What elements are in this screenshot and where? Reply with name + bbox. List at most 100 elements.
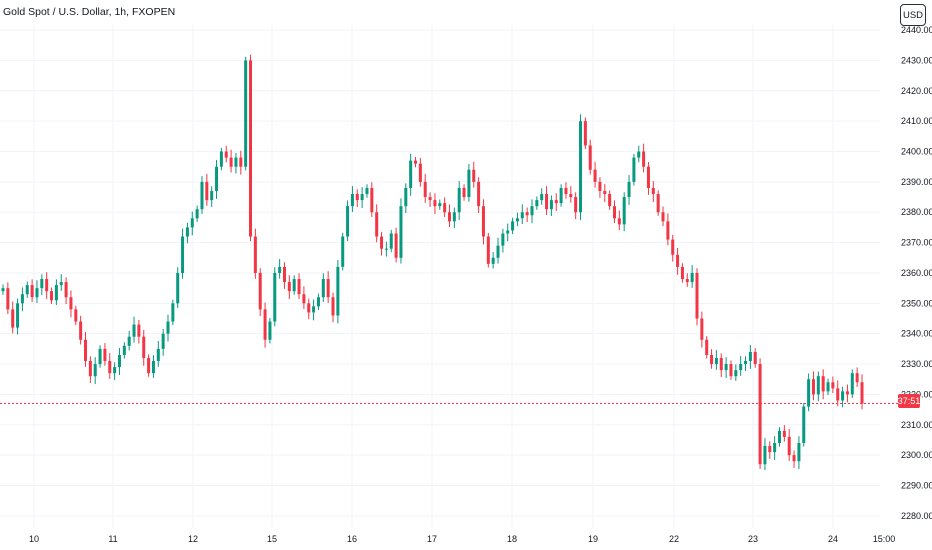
price-tick-label: 2290.00 xyxy=(901,480,932,490)
candle xyxy=(627,175,631,205)
symbol-title: Gold Spot / U.S. Dollar, 1h, FXOPEN xyxy=(3,6,176,18)
candle-body xyxy=(389,233,393,249)
candle-body xyxy=(787,436,791,456)
candle xyxy=(841,386,845,408)
candle xyxy=(20,287,24,312)
price-tick-label: 2370.00 xyxy=(901,238,932,248)
candle-body xyxy=(161,333,165,349)
candle-body xyxy=(656,194,660,213)
candle-body xyxy=(535,200,539,207)
candle-body xyxy=(215,166,219,191)
candle-body xyxy=(350,194,354,207)
candle-body xyxy=(156,348,160,362)
price-tick-label: 2390.00 xyxy=(901,177,932,187)
candle-body xyxy=(190,218,194,228)
price-axis[interactable]: 2280.002290.002300.002310.002320.002330.… xyxy=(901,25,932,521)
candle-body xyxy=(200,181,204,210)
candle-body xyxy=(792,455,796,462)
candle-body xyxy=(137,324,141,337)
candle xyxy=(729,360,733,380)
candle xyxy=(321,273,325,302)
candle xyxy=(132,316,136,343)
candle-body xyxy=(520,212,524,219)
candle xyxy=(200,176,204,214)
candle-body xyxy=(462,187,466,198)
candle xyxy=(700,311,704,348)
candle-body xyxy=(219,151,223,167)
candle xyxy=(273,267,277,327)
candle-body xyxy=(20,294,24,304)
candle xyxy=(831,376,835,394)
candle-body xyxy=(54,285,58,301)
candle xyxy=(341,232,345,271)
candle xyxy=(472,161,476,188)
candle xyxy=(612,200,616,224)
candle-body xyxy=(705,339,709,355)
candle xyxy=(642,143,646,173)
time-axis[interactable]: 10 11 12 15 16 17 18 19 22 23 24 15:00 xyxy=(29,534,895,544)
candle-body xyxy=(103,348,107,362)
candle xyxy=(651,181,655,202)
candle-body xyxy=(768,446,772,453)
candle-body xyxy=(525,212,529,216)
candle xyxy=(117,348,121,375)
candle-body xyxy=(331,297,335,316)
candle xyxy=(74,305,78,326)
candle-body xyxy=(1,288,5,292)
candle xyxy=(695,268,699,326)
candle xyxy=(457,181,461,221)
candle-body xyxy=(452,212,456,222)
candle-body xyxy=(69,297,73,310)
time-tick-label: 16 xyxy=(347,534,357,544)
candle-body xyxy=(515,218,519,222)
time-tick-label: 17 xyxy=(427,534,437,544)
candle-body xyxy=(16,303,20,328)
candle xyxy=(598,177,602,198)
candle xyxy=(6,282,10,315)
candle-body xyxy=(603,190,607,195)
price-tick-label: 2380.00 xyxy=(901,207,932,217)
candle xyxy=(622,192,626,232)
candle-body xyxy=(545,194,549,210)
currency-button[interactable]: USD xyxy=(900,4,926,26)
candle xyxy=(50,287,54,304)
candle-body xyxy=(11,309,15,328)
candle-body xyxy=(428,197,432,201)
candle xyxy=(302,286,306,310)
candle-body xyxy=(404,187,408,207)
candle-body xyxy=(147,357,151,374)
candle-body xyxy=(45,279,49,292)
candle xyxy=(215,159,219,199)
candle xyxy=(855,367,859,387)
candle xyxy=(45,272,49,300)
candle-body xyxy=(117,354,121,368)
current-price-tag: 37:51 xyxy=(897,394,921,408)
candle-body xyxy=(83,339,88,362)
candle xyxy=(282,262,286,289)
price-tick-label: 2400.00 xyxy=(901,147,932,157)
candle xyxy=(234,152,238,174)
candle-body xyxy=(588,145,592,170)
time-tick-label: 12 xyxy=(188,534,198,544)
candle xyxy=(845,384,849,403)
candle-body xyxy=(249,60,253,237)
candle-body xyxy=(292,279,296,292)
candle-body xyxy=(380,236,384,249)
candle xyxy=(88,356,92,384)
candle-body xyxy=(511,221,515,231)
candle-body xyxy=(700,318,704,340)
candle xyxy=(224,145,228,163)
candle-body xyxy=(64,282,68,298)
candles xyxy=(1,54,864,471)
candle xyxy=(69,290,73,318)
candle xyxy=(171,299,175,326)
candle xyxy=(370,182,374,217)
candle-body xyxy=(297,279,301,295)
candle-body xyxy=(181,236,185,273)
candle xyxy=(312,299,316,321)
candle-body xyxy=(312,306,316,313)
candle-body xyxy=(491,257,495,264)
candle-body xyxy=(777,430,782,443)
candle xyxy=(428,192,432,207)
